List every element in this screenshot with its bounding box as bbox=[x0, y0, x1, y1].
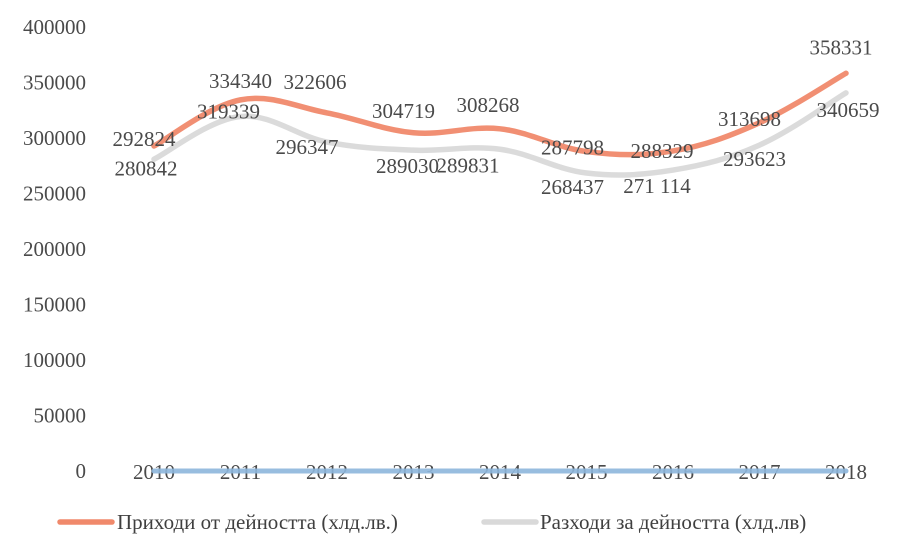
data-label: 334340 bbox=[209, 69, 272, 93]
legend-label: Приходи от дейността (хлд.лв.) bbox=[117, 510, 398, 534]
data-label: 319339 bbox=[197, 100, 260, 124]
y-tick-label: 200000 bbox=[23, 237, 86, 261]
data-label: 292824 bbox=[113, 127, 177, 151]
data-label: 340659 bbox=[817, 98, 880, 122]
y-tick-label: 100000 bbox=[23, 348, 86, 372]
data-label: 308268 bbox=[457, 93, 520, 117]
data-label: 289030 bbox=[376, 154, 439, 178]
y-tick-label: 250000 bbox=[23, 182, 86, 206]
y-tick-label: 400000 bbox=[23, 15, 86, 39]
y-tick-label: 50000 bbox=[34, 404, 87, 428]
data-label: 280842 bbox=[115, 156, 178, 180]
series-line-1 bbox=[151, 90, 849, 178]
y-tick-label: 0 bbox=[76, 459, 87, 483]
legend: Приходи от дейността (хлд.лв.) Разходи за… bbox=[57, 510, 806, 534]
series-line-0 bbox=[151, 70, 849, 158]
legend-label: Разходи за дейността (хлд.лв) bbox=[540, 510, 806, 534]
data-label: 268437 bbox=[541, 175, 604, 199]
y-tick-label: 300000 bbox=[23, 126, 86, 150]
data-label: 322606 bbox=[284, 70, 347, 94]
data-label: 289831 bbox=[437, 153, 500, 177]
data-label: 293623 bbox=[723, 147, 786, 171]
data-label: 288329 bbox=[631, 139, 694, 163]
data-label: 313698 bbox=[718, 107, 781, 131]
data-labels: 292824 334340 322606 304719 308268 287798 2883… bbox=[113, 35, 880, 199]
data-label: 271 114 bbox=[623, 174, 691, 198]
data-label: 358331 bbox=[810, 35, 873, 59]
y-tick-label: 350000 bbox=[23, 71, 86, 95]
series-lines bbox=[151, 70, 849, 474]
data-label: 304719 bbox=[372, 99, 435, 123]
y-tick-label: 150000 bbox=[23, 293, 86, 317]
y-axis: 0 50000 100000 150000 200000 250000 300000 3500… bbox=[23, 15, 86, 483]
data-label: 296347 bbox=[276, 135, 339, 159]
data-label: 287798 bbox=[541, 136, 604, 160]
